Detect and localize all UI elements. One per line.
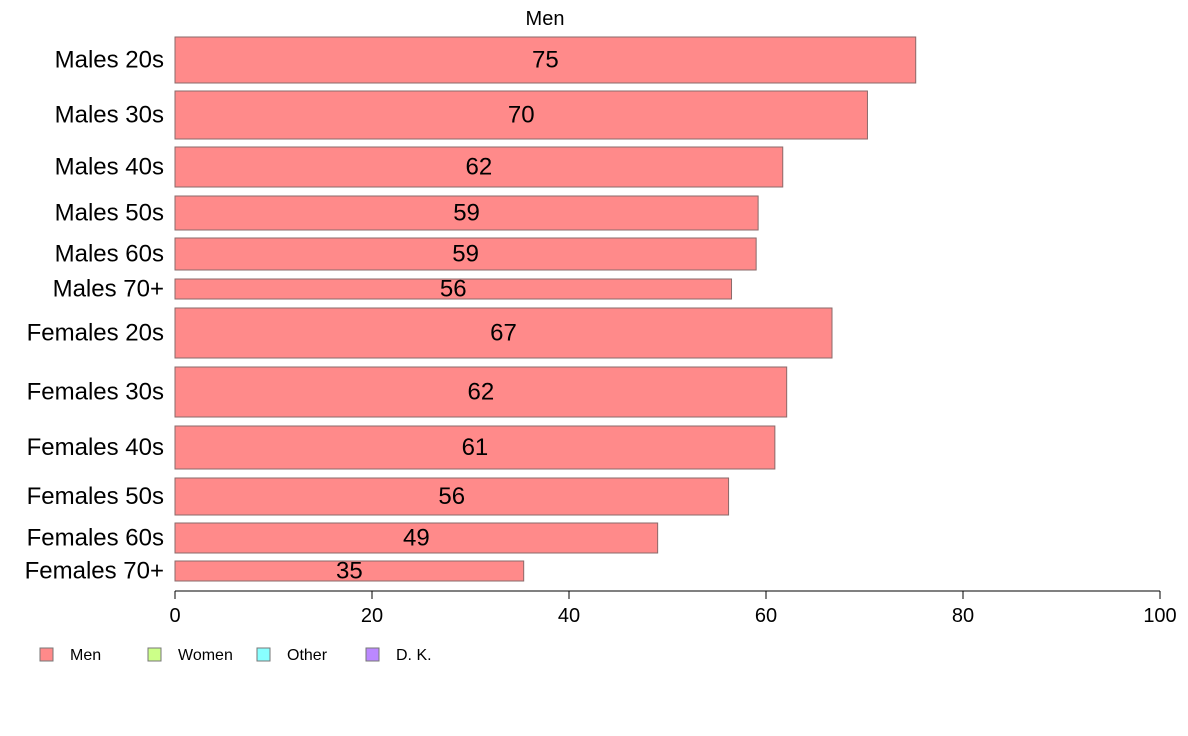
bar-3 <box>174 195 759 231</box>
value-label: 49 <box>403 525 430 552</box>
value-label: 56 <box>440 276 467 303</box>
bar-7 <box>174 366 788 418</box>
value-label: 35 <box>336 558 363 585</box>
category-label: Females 30s <box>27 379 164 406</box>
bar-4 <box>174 237 757 271</box>
legend-swatch <box>39 647 54 662</box>
bar-9 <box>174 477 730 516</box>
bar-11 <box>174 560 525 582</box>
legend-swatch <box>147 647 162 662</box>
category-label: Females 60s <box>27 525 164 552</box>
value-label: 61 <box>462 434 489 461</box>
chart-title: Men <box>526 8 565 30</box>
x-tick-label: 60 <box>755 605 777 627</box>
category-label: Females 20s <box>27 320 164 347</box>
legend: Men Women Other D. K. <box>39 647 432 664</box>
legend-swatch <box>365 647 380 662</box>
value-label: 67 <box>490 320 517 347</box>
bar-2 <box>174 146 784 188</box>
category-label: Males 30s <box>55 102 164 129</box>
x-tick-label: 40 <box>558 605 580 627</box>
category-label: Males 40s <box>55 154 164 181</box>
bars-layer: Males 20s 75 Males 30s 70 Males 40s 62 Males 5… <box>25 36 917 585</box>
value-label: 62 <box>467 379 494 406</box>
category-label: Males 50s <box>55 200 164 227</box>
value-label: 56 <box>438 483 465 510</box>
x-tick-label: 80 <box>952 605 974 627</box>
x-tick-label: 0 <box>169 605 180 627</box>
category-label: Females 70+ <box>25 558 164 585</box>
value-label: 75 <box>532 47 559 74</box>
legend-label: Other <box>287 647 328 664</box>
bar-8 <box>174 425 776 470</box>
legend-label: D. K. <box>396 647 432 664</box>
category-label: Females 50s <box>27 483 164 510</box>
bar-6 <box>174 307 833 359</box>
bar-1 <box>174 90 868 140</box>
value-label: 59 <box>452 241 479 268</box>
legend-label: Women <box>178 647 233 664</box>
legend-label: Men <box>70 647 101 664</box>
value-label: 62 <box>466 154 493 181</box>
category-label: Males 20s <box>55 47 164 74</box>
value-label: 59 <box>453 200 480 227</box>
x-tick-label: 100 <box>1143 605 1176 627</box>
legend-swatch <box>256 647 271 662</box>
value-label: 70 <box>508 102 535 129</box>
x-axis: 0 20 40 60 80 100 <box>169 590 1177 627</box>
bar-5 <box>174 278 733 300</box>
bar-10 <box>174 522 659 554</box>
category-label: Males 70+ <box>53 276 164 303</box>
category-label: Males 60s <box>55 241 164 268</box>
bar-0 <box>174 36 917 84</box>
category-label: Females 40s <box>27 434 164 461</box>
x-tick-label: 20 <box>361 605 383 627</box>
